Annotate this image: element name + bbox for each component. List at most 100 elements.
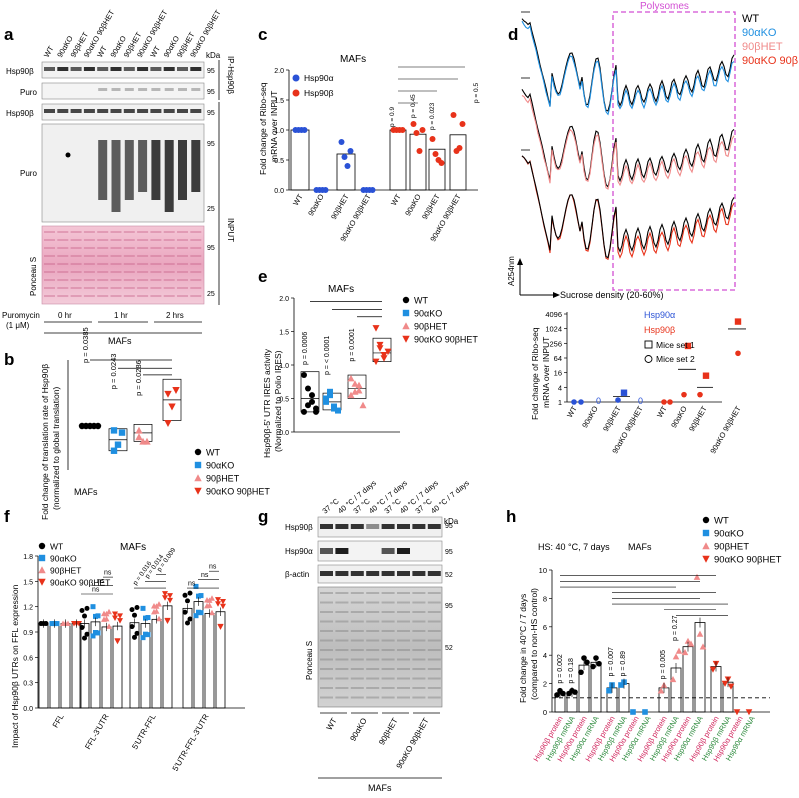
b-legend: WT 90αKO 90βHET 90αKO 90βHET: [194, 448, 270, 497]
band: [124, 140, 134, 200]
band: [150, 287, 162, 289]
point: [620, 389, 628, 396]
band: [190, 295, 202, 297]
ytick-label: 0.0: [23, 706, 33, 713]
band: [350, 611, 364, 613]
point: [369, 187, 376, 193]
c-ylabel: Fold change of Ribo-seq: [258, 82, 268, 175]
ytick-label: 2.0: [279, 296, 289, 303]
band: [335, 649, 349, 651]
band: [397, 677, 410, 680]
band: [177, 279, 188, 281]
band: [123, 231, 135, 233]
point: [76, 621, 82, 627]
box: [300, 371, 320, 413]
band: [70, 295, 82, 297]
band: [177, 255, 188, 257]
point: [699, 643, 707, 650]
band: [137, 255, 149, 257]
band: [150, 239, 162, 241]
band: [350, 696, 364, 699]
point: [209, 595, 215, 601]
legend-marker: [194, 461, 202, 469]
band: [70, 231, 82, 233]
row-label-hsp90b-ip: Hsp90β: [6, 67, 34, 76]
b-ylabel2: (normalized to global translation): [51, 387, 61, 510]
dot: [65, 152, 71, 158]
point: [164, 420, 172, 427]
xlabel: 90αKO: [580, 404, 600, 429]
band: [70, 263, 82, 265]
point: [82, 635, 87, 641]
band: [335, 677, 349, 680]
band: [110, 67, 122, 71]
legend-marker: [402, 335, 410, 343]
band: [163, 271, 175, 273]
point: [341, 154, 348, 160]
ytick-label: 1.8: [23, 554, 33, 561]
band: [320, 571, 333, 576]
legend-marker: [644, 340, 653, 349]
point: [132, 612, 137, 618]
ytick-label: 1.0: [279, 363, 289, 370]
band: [151, 140, 161, 200]
panel-letter-b: b: [4, 350, 14, 369]
legend-label: WT: [414, 296, 428, 306]
band: [190, 109, 202, 113]
band: [123, 263, 135, 265]
panel-letter-f: f: [4, 507, 10, 526]
legend-label: 90αKO 90βHET: [50, 578, 110, 588]
band: [381, 571, 395, 576]
row-label-puro-ip: Puro: [20, 88, 37, 97]
band: [320, 696, 333, 699]
band: [70, 287, 82, 289]
band: [97, 279, 109, 281]
point: [110, 427, 118, 434]
bar: [60, 623, 71, 709]
point: [347, 391, 355, 399]
legend-marker: [402, 322, 410, 330]
pvalue: p = 0.0006: [302, 332, 309, 365]
bar: [670, 667, 682, 713]
band: [111, 88, 121, 91]
band: [427, 630, 441, 632]
band: [412, 649, 426, 651]
ytick-label: 1024: [545, 325, 562, 334]
band: [427, 611, 441, 613]
panel-b: b Fold change of translation rate of Hsp…: [4, 327, 270, 520]
point: [697, 391, 703, 398]
point: [693, 573, 701, 580]
legend-marker: [194, 487, 202, 495]
point: [571, 399, 577, 405]
legend-marker: [194, 448, 202, 456]
box: [372, 337, 392, 363]
panel-e: e MAFs Hsp90β-5' UTR IRES activity (Norm…: [258, 267, 478, 458]
pvalue: p = 0.007: [608, 647, 615, 676]
band: [191, 88, 201, 91]
band: [150, 263, 162, 265]
point: [301, 408, 307, 415]
point: [384, 348, 392, 356]
band: [320, 592, 333, 594]
band: [366, 658, 380, 661]
point: [450, 112, 457, 118]
bar: [710, 666, 722, 713]
band: [350, 592, 364, 594]
legend-label: 90βHET: [714, 542, 749, 553]
band: [177, 263, 188, 265]
point: [103, 615, 110, 622]
band: [163, 109, 175, 113]
marker-a-5: 25: [207, 206, 215, 213]
band: [83, 255, 95, 257]
band: [83, 287, 95, 289]
bar: [336, 153, 356, 191]
point: [134, 605, 140, 611]
panel-letter-e: e: [258, 267, 267, 286]
band: [57, 239, 69, 241]
point: [112, 611, 118, 617]
point: [151, 602, 157, 609]
point: [135, 426, 143, 434]
marker-a-7: 25: [207, 291, 215, 298]
time-2hrs: 2 hrs: [166, 311, 184, 320]
